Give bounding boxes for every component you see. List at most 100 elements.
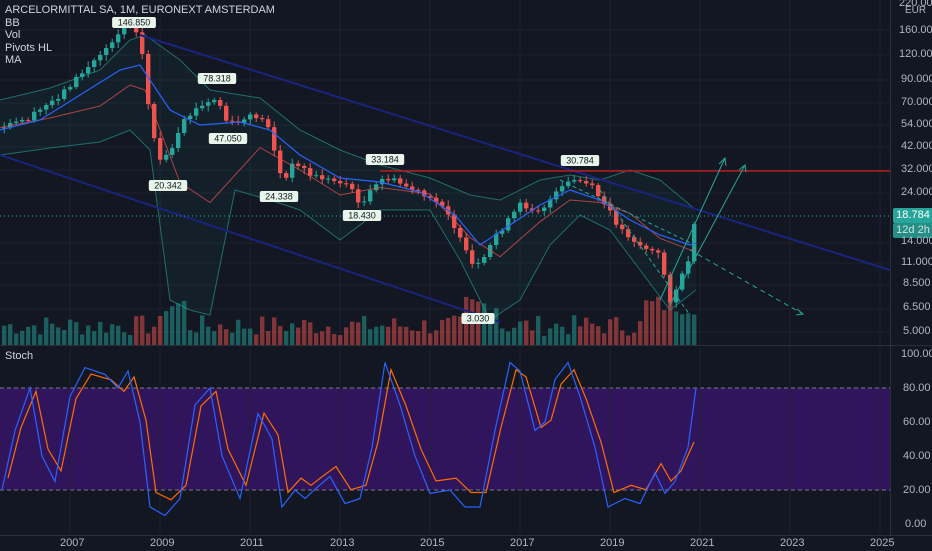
candle-body — [98, 54, 103, 61]
legend-title[interactable]: ARCELORMITTAL SA, 1M, EURONEXT AMSTERDAM — [5, 4, 275, 16]
stoch-legend[interactable]: Stoch — [5, 350, 34, 362]
volume-bar — [200, 315, 205, 345]
volume-bar — [308, 322, 313, 345]
candle-body — [194, 108, 199, 116]
volume-bar — [116, 325, 121, 345]
volume-bar — [104, 332, 109, 345]
candle-body — [644, 245, 649, 249]
volume-bar — [650, 301, 655, 345]
candle-body — [614, 210, 619, 225]
volume-bar — [602, 333, 607, 345]
volume-bar — [206, 326, 211, 345]
candle-body — [464, 237, 469, 251]
price-tick: 70.000 — [901, 96, 932, 108]
candle-body — [338, 180, 343, 184]
volume-bar — [440, 319, 445, 345]
volume-bar — [152, 326, 157, 345]
volume-bar — [590, 323, 595, 345]
chart-legend: ARCELORMITTAL SA, 1M, EURONEXT AMSTERDAM… — [5, 4, 275, 67]
volume-bar — [620, 330, 625, 345]
candle-body — [518, 202, 523, 212]
volume-bar — [512, 327, 517, 345]
volume-bar — [146, 333, 151, 345]
pivot-label-bg — [112, 17, 156, 28]
stoch-tick: 60.00 — [903, 416, 931, 428]
volume-bar — [578, 326, 583, 345]
volume-bar — [14, 333, 19, 345]
candle-body — [74, 76, 79, 88]
volume-bar — [338, 334, 343, 345]
candle-body — [314, 175, 319, 177]
price-chart[interactable]: 146.850 78.318 47.050 20.342 24.338 33.184 18.… — [0, 0, 891, 345]
candle-body — [44, 105, 49, 110]
volume-bar — [86, 325, 91, 345]
candle-body — [212, 100, 217, 103]
volume-bar — [536, 315, 541, 345]
candle-body — [554, 191, 559, 200]
legend-vol[interactable]: Vol — [5, 29, 21, 41]
price-tick: 90.000 — [901, 73, 932, 85]
price-chart-pane[interactable]: 146.850 78.318 47.050 20.342 24.338 33.184 18.… — [0, 0, 891, 345]
volume-bar — [542, 335, 547, 345]
candle-body — [56, 98, 61, 101]
candle-body — [260, 118, 265, 120]
candle-body — [350, 183, 355, 190]
stoch-chart[interactable] — [0, 346, 890, 535]
time-tick: 2017 — [510, 537, 535, 549]
volume-bar — [164, 311, 169, 345]
candle-body — [164, 154, 169, 160]
bollinger-basis — [0, 84, 697, 258]
candle-body — [602, 196, 607, 204]
pivot-label: 20.342 — [154, 181, 182, 191]
price-tick: 220.000 — [899, 0, 932, 9]
candle-body — [362, 201, 367, 203]
volume-bar — [182, 300, 187, 345]
stoch-tick: 20.00 — [903, 484, 931, 496]
candle-body — [386, 178, 391, 181]
stoch-pane[interactable] — [0, 346, 890, 535]
legend-bb[interactable]: BB — [5, 16, 20, 29]
candle-body — [692, 224, 697, 262]
candle-body — [452, 214, 457, 228]
candle-body — [344, 183, 349, 185]
volume-bar — [170, 306, 175, 345]
candle-body — [146, 53, 151, 105]
volume-bar — [68, 319, 73, 345]
candle-body — [374, 184, 379, 191]
volume-bar — [500, 328, 505, 345]
time-tick: 2021 — [690, 537, 715, 549]
candle-body — [278, 150, 283, 174]
volume-bar — [260, 316, 265, 345]
dashed-channel-lower — [599, 189, 691, 316]
arrow-head-icon — [718, 156, 727, 167]
volume-bar — [344, 327, 349, 345]
volume-bar — [584, 317, 589, 345]
arrow-head-icon — [795, 308, 805, 316]
candle-body — [536, 210, 541, 212]
price-axis[interactable]: 220.000 EUR 160.000 120.000 90.000 70.00… — [890, 0, 932, 535]
time-axis[interactable]: 2007 2009 2011 2013 2015 2017 2019 2021 … — [0, 535, 932, 551]
volume-bar — [530, 330, 535, 345]
projection-arrow-up-1 — [659, 157, 726, 301]
bollinger-band-fill — [0, 35, 696, 320]
legend-ma[interactable]: MA — [5, 54, 22, 66]
volume-bar — [92, 331, 97, 345]
volume-bar — [626, 335, 631, 345]
stoch-tick: 100.00 — [901, 348, 932, 360]
bar-countdown-tag: 12d 2h — [893, 223, 932, 238]
stoch-tick: 0.00 — [905, 518, 927, 530]
legend-pivots[interactable]: Pivots HL — [5, 41, 53, 54]
stoch-d-line — [7, 367, 695, 501]
stoch-k-line — [1, 361, 697, 517]
candle-body — [578, 180, 583, 182]
volume-bar — [566, 334, 571, 345]
volume-bar — [380, 325, 385, 345]
volume-bar — [140, 315, 145, 345]
pane-separator[interactable] — [0, 345, 932, 346]
volume-bar — [368, 329, 373, 345]
candle-body — [116, 34, 121, 43]
candle-body — [38, 109, 43, 112]
price-tick: 24.000 — [901, 186, 932, 198]
volume-bar — [212, 331, 217, 345]
candle-body — [686, 261, 691, 274]
